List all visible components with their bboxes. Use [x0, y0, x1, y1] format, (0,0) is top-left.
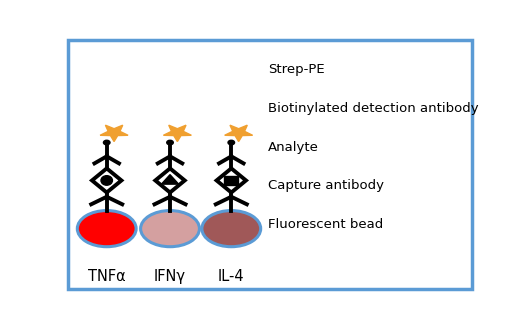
Ellipse shape: [141, 211, 199, 247]
Polygon shape: [100, 125, 128, 141]
Text: TNFα: TNFα: [88, 269, 125, 284]
Polygon shape: [225, 125, 252, 141]
Ellipse shape: [202, 211, 261, 247]
Polygon shape: [92, 169, 121, 192]
Bar: [225, 176, 238, 185]
Ellipse shape: [77, 211, 136, 247]
Polygon shape: [217, 169, 246, 192]
Ellipse shape: [103, 140, 110, 145]
Text: Capture antibody: Capture antibody: [268, 180, 384, 192]
Polygon shape: [163, 125, 191, 141]
Text: Strep-PE: Strep-PE: [268, 63, 325, 76]
Ellipse shape: [101, 176, 112, 185]
Text: Fluorescent bead: Fluorescent bead: [268, 218, 383, 231]
Ellipse shape: [228, 140, 235, 145]
Text: IFNγ: IFNγ: [154, 269, 186, 284]
Polygon shape: [155, 169, 185, 192]
Text: Biotinylated detection antibody: Biotinylated detection antibody: [268, 102, 479, 115]
Ellipse shape: [167, 140, 173, 145]
Text: Analyte: Analyte: [268, 141, 319, 154]
Text: IL-4: IL-4: [218, 269, 245, 284]
Polygon shape: [161, 175, 179, 184]
